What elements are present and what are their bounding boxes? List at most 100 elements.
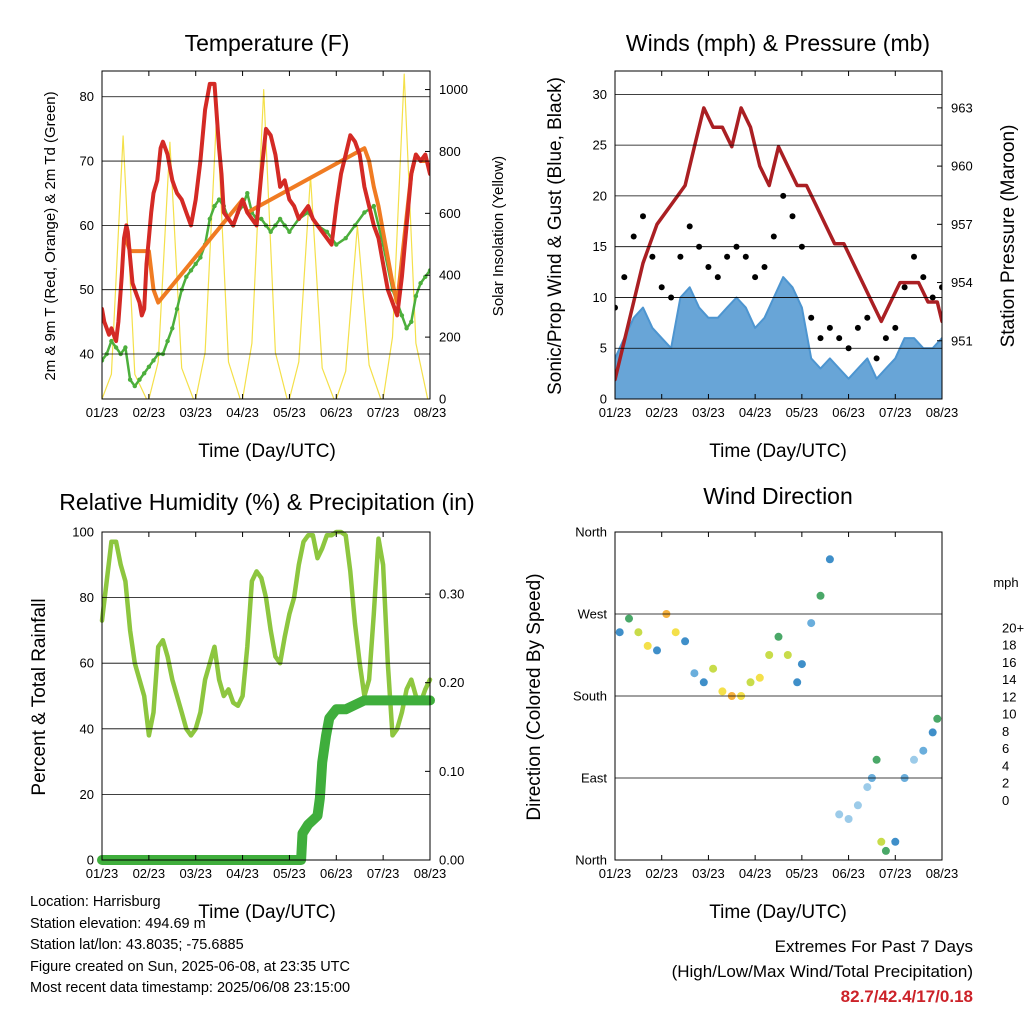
direction-point: [681, 637, 690, 646]
gust-point: [836, 335, 843, 342]
winds-ylabel-left: Sonic/Prop Wind & Gust (Blue, Black): [545, 77, 566, 395]
x-tick-label: 05/23: [273, 866, 306, 881]
gust-point: [808, 314, 815, 321]
y-tick-label: 15: [593, 239, 607, 254]
humidity-plot: 0 20 40 60 80 100 01/23 02/23 03/23 04/23 05/23 06/…: [72, 525, 464, 882]
gust-point: [752, 274, 759, 281]
y-tick-label: 80: [80, 590, 94, 605]
winds-xlabel: Time (Day/UTC): [709, 441, 847, 462]
humidity-title: Relative Humidity (%) & Precipitation (i…: [59, 489, 474, 515]
colorbar-tick-label: 16: [1002, 655, 1016, 670]
y2-tick-label: 963: [951, 100, 973, 115]
y2-tick-label: 960: [951, 159, 973, 174]
colorbar-tick-label: 10: [1002, 707, 1016, 722]
series-layer: [97, 529, 435, 865]
x-tick-label: 04/23: [739, 866, 772, 881]
colorbar-tick-label: 20+: [1002, 621, 1024, 636]
gust-point: [920, 274, 927, 281]
gust-point: [677, 253, 684, 260]
humidity-xlabel: Time (Day/UTC): [198, 902, 336, 923]
y2-tick-label: 1000: [439, 82, 468, 97]
gust-point: [770, 233, 777, 240]
gust-point: [854, 324, 861, 331]
pressure-line: [615, 106, 942, 382]
gust-point: [640, 213, 646, 220]
x-tick-label: 07/23: [879, 405, 912, 420]
x-tick-label: 05/23: [786, 405, 819, 420]
direction-point: [755, 673, 764, 682]
y2-tick-label: 0.30: [439, 587, 464, 602]
y-tick-label: 0: [600, 392, 607, 407]
direction-title: Wind Direction: [703, 483, 853, 509]
y-tick-label: 100: [72, 525, 94, 540]
y2-tick-label: 0: [439, 392, 446, 407]
direction-point: [835, 810, 844, 819]
extremes-values: 82.7/42.4/17/0.18: [840, 987, 973, 1006]
x-tick-label: 06/23: [832, 866, 865, 881]
direction-point: [881, 846, 890, 855]
y-tick-label: 20: [593, 188, 607, 203]
y-tick-label: 80: [80, 89, 94, 104]
colorbar-tick-label: 12: [1002, 689, 1016, 704]
x-tick-label: 01/23: [599, 405, 632, 420]
x-tick-label: 06/23: [832, 405, 865, 420]
direction-panel: Wind Direction Time (Day/UTC) Direction …: [524, 483, 1024, 923]
gust-point: [864, 314, 871, 321]
x-tick-label: 02/23: [133, 866, 166, 881]
wind-band: [615, 277, 942, 399]
direction-point: [844, 815, 853, 823]
direction-point: [877, 837, 886, 846]
y2-tick-label: 951: [951, 333, 973, 348]
y-tick-label: North: [575, 525, 607, 540]
plot-frame: [101, 70, 431, 400]
winds-ylabel-right: Station Pressure (Maroon): [998, 125, 1019, 348]
colorbar-tick-label: 6: [1002, 741, 1009, 756]
direction-point: [653, 646, 661, 655]
gust-point: [882, 335, 889, 342]
x-tick-label: 02/23: [645, 866, 678, 881]
x-tick-label: 03/23: [179, 866, 212, 881]
x-tick-label: 02/23: [133, 405, 166, 420]
gust-point: [939, 284, 942, 291]
gust-point: [817, 335, 824, 342]
direction-point: [746, 678, 755, 687]
y-tick-label: 60: [80, 218, 94, 233]
y-tick-label: 5: [600, 341, 607, 356]
direction-point: [863, 783, 872, 792]
y-tick-label: 40: [80, 721, 94, 736]
station-info: Location: Harrisburg Station elevation: …: [30, 892, 350, 1000]
gust-point: [705, 264, 712, 270]
y2-tick-label: 0.20: [439, 675, 464, 690]
x-tick-label: 01/23: [599, 866, 632, 881]
colorbar-tick-label: 2: [1002, 776, 1009, 791]
y-tick-label: 10: [593, 290, 607, 305]
direction-point: [793, 678, 802, 687]
colorbar-tick-label: 0: [1002, 793, 1009, 808]
gust-point: [742, 253, 749, 260]
direction-point: [615, 628, 624, 637]
direction-xlabel: Time (Day/UTC): [709, 902, 847, 923]
temperature-title: Temperature (F): [185, 30, 350, 56]
location-text: Location: Harrisburg: [30, 894, 161, 910]
y2-tick-label: 954: [951, 275, 973, 290]
x-tick-label: 08/23: [414, 405, 447, 420]
direction-point: [891, 837, 900, 846]
gust-point: [911, 253, 917, 260]
direction-point: [825, 555, 834, 564]
y2-tick-label: 800: [439, 144, 461, 159]
gust-point: [649, 253, 656, 260]
y2-tick-label: 400: [439, 268, 461, 283]
temperature-panel: Temperature (F) Time (Day/UTC) 2m & 9m T…: [42, 30, 507, 462]
extremes-subheading: (High/Low/Max Wind/Total Precipitation): [671, 962, 973, 981]
x-tick-label: 06/23: [320, 405, 353, 420]
temperature-plot: 40 50 60 70 80 01/23 02/23 03/23 04/23 05/23 06/23…: [80, 70, 468, 420]
temperature-ylabel-right: Solar Insolation (Yellow): [490, 156, 507, 316]
direction-point: [816, 591, 825, 600]
direction-point: [783, 651, 792, 659]
colorbar-tick-label: 18: [1002, 638, 1016, 653]
x-tick-label: 02/23: [645, 405, 678, 420]
y2-tick-label: 0.10: [439, 764, 464, 779]
direction-point: [643, 641, 652, 650]
gust-point: [714, 274, 721, 281]
